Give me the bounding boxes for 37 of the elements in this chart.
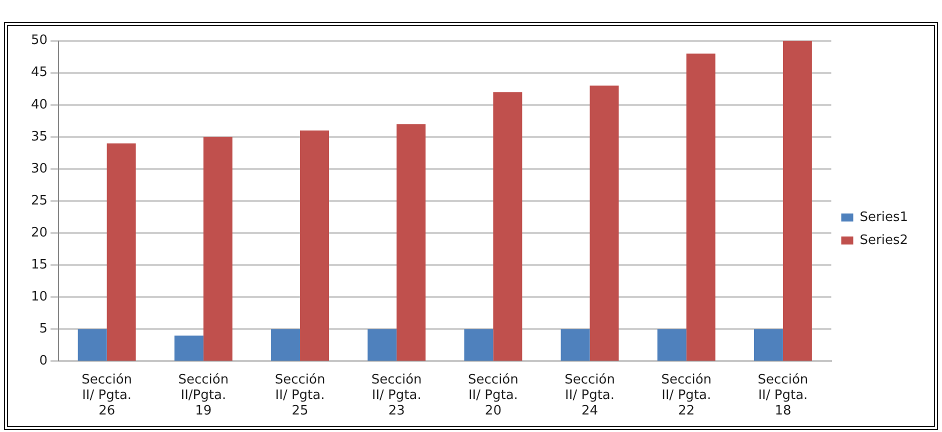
bar: [493, 92, 522, 361]
y-tick-label: 20: [30, 225, 48, 240]
y-tick-label: 50: [30, 33, 48, 48]
x-tick-label: Sección II/ Pgta. 18: [758, 372, 808, 419]
bar: [271, 329, 300, 361]
bar: [78, 329, 107, 361]
bar: [203, 136, 232, 361]
x-tick-label: Sección II/ Pgta. 23: [371, 372, 422, 419]
x-tick-label: Sección II/ Pgta. 25: [274, 372, 326, 419]
bar: [590, 86, 619, 361]
bar: [368, 329, 397, 361]
bar: [106, 143, 136, 361]
bar: [174, 336, 204, 361]
y-tick-label: 0: [39, 354, 48, 369]
y-tick-label: 10: [30, 289, 48, 304]
legend-label: Series2: [860, 232, 908, 248]
x-tick-label: Sección II/ Pgta. 22: [661, 372, 712, 419]
bar: [782, 40, 812, 361]
bar: [754, 329, 783, 361]
x-tick-label: Sección II/ Pgta. 24: [564, 372, 615, 419]
y-tick-label: 40: [30, 97, 48, 112]
x-tick-label: Sección II/Pgta. 19: [178, 372, 229, 419]
bar: [686, 54, 716, 361]
bar: [560, 329, 590, 361]
y-tick-label: 35: [30, 129, 48, 144]
y-tick-label: 15: [30, 257, 48, 272]
y-tick-label: 45: [30, 65, 48, 80]
legend-label: Series1: [860, 210, 908, 225]
bar: [396, 124, 426, 361]
y-tick-label: 5: [39, 322, 48, 337]
x-tick-label: Sección II/ Pgta. 20: [468, 372, 518, 419]
bar: [464, 329, 494, 361]
bar: [657, 329, 686, 361]
y-tick-label: 30: [30, 161, 48, 176]
bar: [300, 130, 329, 361]
y-tick-label: 25: [30, 193, 48, 208]
x-tick-label: Sección II/ Pgta. 26: [82, 372, 132, 419]
